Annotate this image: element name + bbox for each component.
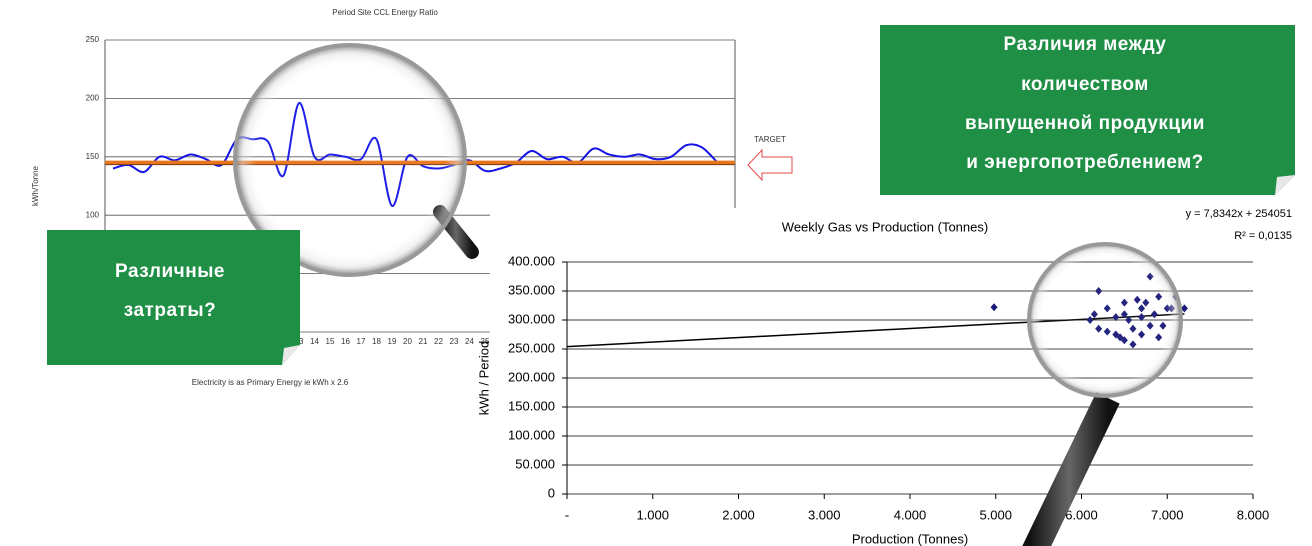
x-tick-label: 4.000 <box>894 507 927 522</box>
chart-title: Period Site CCL Energy Ratio <box>332 8 438 17</box>
x-tick-label: 20 <box>403 337 412 346</box>
x-tick-label: 5.000 <box>979 507 1012 522</box>
footnote: Electricity is as Primary Energy ie kWh … <box>192 378 349 387</box>
y-tick-label: 50.000 <box>515 456 555 471</box>
magnifier-lens <box>1029 244 1181 396</box>
callout: Различия между количеством выпущенной пр… <box>880 25 1295 195</box>
x-tick-label: 18 <box>372 337 381 346</box>
x-tick-label: 15 <box>326 337 335 346</box>
y-tick-label: 150.000 <box>508 398 555 413</box>
x-tick-label: 14 <box>310 337 319 346</box>
x-tick-label: 2.000 <box>722 507 755 522</box>
x-tick-label: 24 <box>465 337 474 346</box>
callout-text: выпущенной продукции <box>965 113 1205 134</box>
x-tick-label: 16 <box>341 337 350 346</box>
y-tick-label: 150 <box>86 152 100 161</box>
x-tick-label: 1.000 <box>636 507 669 522</box>
callout-text: затраты? <box>124 300 216 321</box>
target-arrow <box>748 150 792 180</box>
y-tick-label: 100.000 <box>508 427 555 442</box>
callout: Различные затраты? <box>47 230 300 365</box>
x-tick-label: - <box>565 507 569 522</box>
callout-text: Различия между <box>1004 34 1167 55</box>
y-tick-label: 100 <box>86 210 100 219</box>
callout-text: Различные <box>115 261 225 282</box>
x-tick-label: 7.000 <box>1151 507 1184 522</box>
x-tick-label: 21 <box>419 337 428 346</box>
callout-fold <box>1275 175 1295 195</box>
callout-fold <box>282 345 300 365</box>
y-tick-label: 200.000 <box>508 369 555 384</box>
x-tick-label: 3.000 <box>808 507 841 522</box>
x-tick-label: 17 <box>357 337 366 346</box>
y-axis-label: kWh/Tonne <box>31 165 40 206</box>
trend-r2: R² = 0,0135 <box>1234 230 1292 242</box>
x-tick-label: 19 <box>388 337 397 346</box>
y-tick-label: 250 <box>86 35 100 44</box>
y-axis-label: kWh / Period <box>476 341 491 415</box>
x-tick-label: 6.000 <box>1065 507 1098 522</box>
x-tick-label: 22 <box>434 337 443 346</box>
y-tick-label: 0 <box>548 485 555 500</box>
trend-equation: y = 7,8342x + 254051 <box>1186 208 1292 220</box>
callout-text: количеством <box>1021 74 1149 95</box>
y-tick-label: 300.000 <box>508 311 555 326</box>
y-tick-label: 350.000 <box>508 282 555 297</box>
target-label: TARGET <box>754 135 786 144</box>
slide: Period Site CCL Energy Ratio kWh/Tonne E… <box>0 0 1312 546</box>
callout-box <box>47 230 300 365</box>
y-tick-label: 400.000 <box>508 253 555 268</box>
gas-production-chart: Weekly Gas vs Production (Tonnes) y = 7,… <box>476 208 1312 546</box>
x-tick-label: 23 <box>450 337 459 346</box>
callout-text: и энергопотреблением? <box>966 152 1204 173</box>
x-tick-label: 8.000 <box>1237 507 1270 522</box>
x-axis-label: Production (Tonnes) <box>852 531 968 546</box>
y-tick-label: 250.000 <box>508 340 555 355</box>
y-tick-label: 200 <box>86 94 100 103</box>
chart-title: Weekly Gas vs Production (Tonnes) <box>782 219 988 234</box>
chart-background <box>490 208 1312 546</box>
